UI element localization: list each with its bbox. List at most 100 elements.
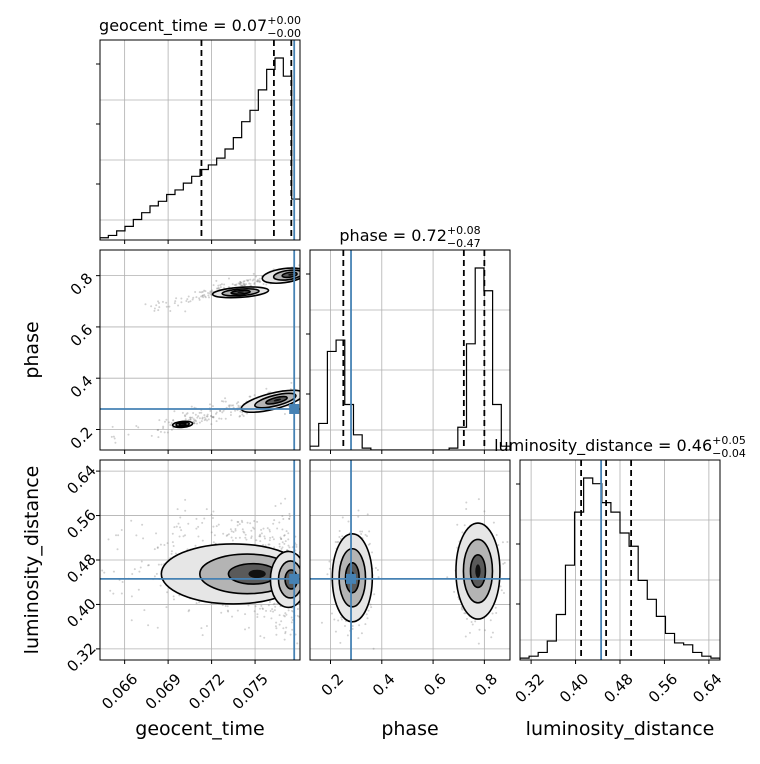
- scatter-phase-vs-luminosity_distance-panel: [310, 460, 510, 660]
- scatter-geocent_time-vs-phase-point: [218, 417, 221, 420]
- scatter-geocent_time-vs-phase-density-peak-3: [181, 423, 184, 425]
- scatter-geocent_time-vs-luminosity_distance-point: [249, 522, 252, 525]
- scatter-geocent_time-vs-phase-content: [100, 250, 304, 450]
- scatter-geocent_time-vs-luminosity_distance-point: [259, 635, 262, 638]
- scatter-geocent_time-vs-phase-point: [247, 279, 250, 282]
- scatter-geocent_time-vs-luminosity_distance-point: [182, 535, 185, 538]
- scatter-geocent_time-vs-phase-point: [191, 298, 194, 301]
- scatter-geocent_time-vs-luminosity_distance-point: [230, 530, 233, 533]
- scatter-geocent_time-vs-phase-point: [302, 268, 304, 270]
- scatter-geocent_time-vs-phase-point: [185, 299, 188, 302]
- scatter-geocent_time-vs-phase-point: [246, 279, 249, 282]
- hist-phase-content: [310, 250, 510, 450]
- scatter-geocent_time-vs-luminosity_distance-point: [312, 580, 314, 582]
- scatter-geocent_time-vs-phase-point: [203, 289, 206, 292]
- scatter-geocent_time-vs-phase-point: [239, 282, 242, 285]
- scatter-geocent_time-vs-luminosity_distance-point: [267, 604, 270, 607]
- scatter-geocent_time-vs-phase-point: [222, 400, 225, 403]
- scatter-phase-vs-luminosity_distance-point: [334, 630, 337, 633]
- scatter-geocent_time-vs-luminosity_distance-point: [194, 544, 197, 547]
- scatter-geocent_time-vs-luminosity_distance-point: [273, 602, 276, 605]
- scatter-geocent_time-vs-phase-point: [210, 289, 213, 292]
- scatter-geocent_time-vs-luminosity_distance-point: [173, 526, 176, 529]
- scatter-geocent_time-vs-luminosity_distance-point: [283, 638, 286, 641]
- scatter-geocent_time-vs-luminosity_distance-point: [272, 610, 275, 613]
- scatter-geocent_time-vs-luminosity_distance-point: [236, 609, 239, 612]
- scatter-geocent_time-vs-luminosity_distance-point: [285, 626, 288, 629]
- scatter-phase-vs-luminosity_distance-point: [351, 624, 354, 627]
- scatter-phase-vs-luminosity_distance-point: [494, 606, 497, 609]
- scatter-geocent_time-vs-luminosity_distance-point: [302, 604, 304, 606]
- scatter-geocent_time-vs-luminosity_distance-point: [195, 602, 198, 605]
- scatter-geocent_time-vs-phase-point: [262, 282, 265, 285]
- scatter-geocent_time-vs-luminosity_distance-point: [241, 528, 244, 531]
- scatter-phase-vs-luminosity_distance-point: [495, 533, 498, 536]
- scatter-phase-vs-luminosity_distance-point: [460, 607, 463, 610]
- scatter-geocent_time-vs-phase-point: [161, 300, 164, 303]
- scatter-geocent_time-vs-phase-point: [195, 296, 198, 299]
- scatter-geocent_time-vs-phase-point: [157, 309, 160, 312]
- scatter-geocent_time-vs-phase-truth-marker: [289, 403, 300, 414]
- scatter-geocent_time-vs-luminosity_distance-point: [250, 536, 253, 539]
- scatter-geocent_time-vs-phase-point: [215, 411, 218, 414]
- scatter-geocent_time-vs-luminosity_distance-point: [275, 621, 278, 624]
- scatter-geocent_time-vs-luminosity_distance-point: [236, 520, 239, 523]
- scatter-geocent_time-vs-phase-point: [193, 422, 196, 425]
- scatter-geocent_time-vs-phase-point: [163, 431, 166, 434]
- scatter-geocent_time-vs-luminosity_distance-point: [312, 555, 314, 557]
- scatter-phase-vs-luminosity_distance-point: [477, 642, 480, 645]
- scatter-geocent_time-vs-luminosity_distance-point: [170, 550, 173, 553]
- scatter-geocent_time-vs-luminosity_distance-point: [268, 528, 271, 531]
- scatter-geocent_time-vs-phase-point: [185, 413, 188, 416]
- scatter-geocent_time-vs-luminosity_distance-point: [231, 615, 234, 618]
- scatter-geocent_time-vs-luminosity_distance-point: [141, 523, 144, 526]
- scatter-geocent_time-vs-luminosity_distance-point: [133, 568, 136, 571]
- scatter-geocent_time-vs-luminosity_distance-point: [291, 546, 294, 549]
- scatter-phase-vs-luminosity_distance-point: [340, 618, 343, 621]
- scatter-geocent_time-vs-phase-point: [193, 422, 196, 425]
- xtick-label-luminosity_distance-4: 0.64: [689, 670, 725, 706]
- scatter-geocent_time-vs-phase-point: [192, 296, 195, 299]
- scatter-phase-vs-luminosity_distance-point: [366, 513, 369, 516]
- scatter-geocent_time-vs-luminosity_distance-point: [288, 546, 291, 549]
- scatter-geocent_time-vs-phase-point: [200, 411, 203, 414]
- scatter-geocent_time-vs-luminosity_distance-point: [256, 520, 259, 523]
- scatter-geocent_time-vs-phase-point: [258, 281, 261, 284]
- hist-geocent_time-content: [100, 40, 300, 240]
- scatter-geocent_time-vs-luminosity_distance-point: [305, 522, 307, 524]
- scatter-geocent_time-vs-phase-point: [163, 420, 166, 423]
- scatter-geocent_time-vs-phase-point: [243, 284, 246, 287]
- scatter-geocent_time-vs-luminosity_distance-point: [179, 516, 182, 519]
- scatter-geocent_time-vs-phase-point: [114, 441, 117, 444]
- scatter-geocent_time-vs-luminosity_distance-point: [307, 583, 309, 585]
- xtick-label-luminosity_distance-0: 0.32: [512, 670, 548, 706]
- scatter-geocent_time-vs-phase-point: [227, 286, 230, 289]
- scatter-geocent_time-vs-luminosity_distance-point: [101, 569, 104, 572]
- ytick-label-luminosity_distance-2: 0.48: [63, 550, 99, 586]
- scatter-geocent_time-vs-luminosity_distance-point: [282, 627, 285, 630]
- scatter-geocent_time-vs-phase-point: [258, 279, 261, 282]
- scatter-geocent_time-vs-luminosity_distance-point: [244, 536, 247, 539]
- scatter-geocent_time-vs-phase-point: [111, 425, 114, 428]
- scatter-phase-vs-luminosity_distance-point: [374, 567, 377, 570]
- scatter-geocent_time-vs-phase-point: [223, 286, 226, 289]
- scatter-geocent_time-vs-luminosity_distance-point: [255, 539, 258, 542]
- scatter-geocent_time-vs-luminosity_distance-point: [280, 547, 283, 550]
- scatter-phase-vs-luminosity_distance-point: [343, 624, 346, 627]
- scatter-geocent_time-vs-phase-point: [204, 296, 207, 299]
- scatter-geocent_time-vs-luminosity_distance-point: [163, 544, 166, 547]
- scatter-geocent_time-vs-phase-point: [256, 278, 259, 281]
- scatter-geocent_time-vs-phase-density-peak-0: [288, 273, 294, 276]
- scatter-geocent_time-vs-luminosity_distance-point: [254, 605, 257, 608]
- scatter-geocent_time-vs-luminosity_distance-point: [272, 522, 275, 525]
- scatter-geocent_time-vs-luminosity_distance-point: [284, 612, 287, 615]
- scatter-geocent_time-vs-phase-point: [173, 302, 176, 305]
- scatter-geocent_time-vs-phase-point: [189, 418, 192, 421]
- scatter-geocent_time-vs-phase-frame: [99, 249, 301, 451]
- scatter-geocent_time-vs-phase-point: [202, 296, 205, 299]
- scatter-geocent_time-vs-luminosity_distance-point: [203, 517, 206, 520]
- scatter-geocent_time-vs-phase-point: [167, 421, 170, 424]
- scatter-geocent_time-vs-luminosity_distance-point: [316, 607, 318, 609]
- scatter-geocent_time-vs-phase-point: [200, 291, 203, 294]
- scatter-geocent_time-vs-phase-point: [172, 419, 175, 422]
